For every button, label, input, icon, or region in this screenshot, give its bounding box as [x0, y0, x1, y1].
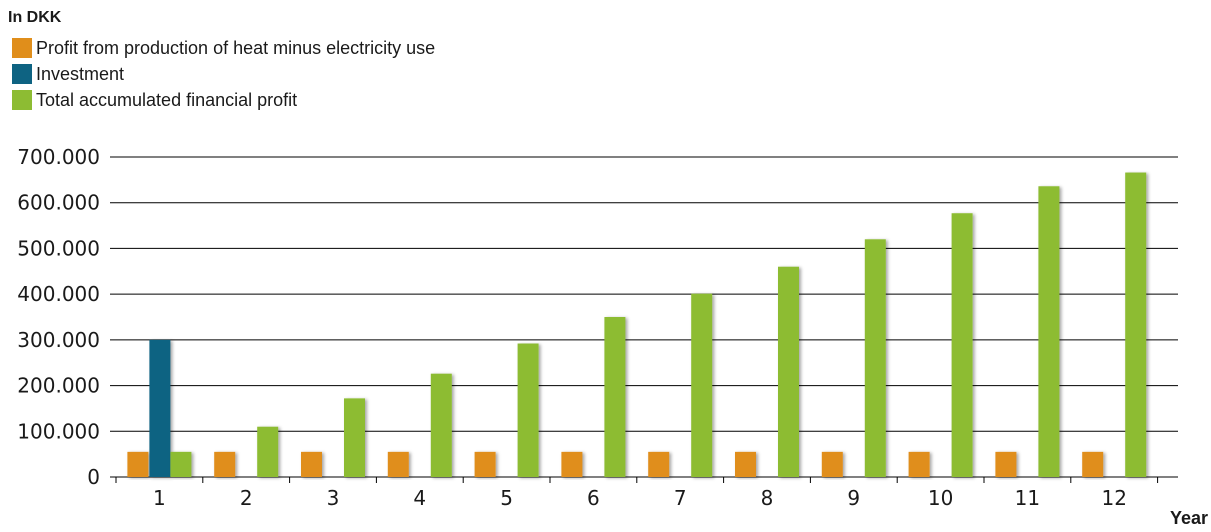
- bar-total-year-12: [1125, 172, 1147, 478]
- legend-item-total: Total accumulated financial profit: [12, 87, 435, 113]
- x-tick-label: 6: [587, 486, 600, 510]
- y-tick-label: 200.000: [17, 374, 100, 398]
- x-tick-label: 7: [674, 486, 687, 510]
- legend-item-profit: Profit from production of heat minus ele…: [12, 35, 435, 61]
- bar-total-year-11: [1038, 186, 1060, 477]
- bar-profit-year-5: [474, 451, 496, 477]
- legend-label-total: Total accumulated financial profit: [36, 89, 298, 110]
- y-tick-label: 0: [87, 465, 100, 489]
- bars: [127, 172, 1147, 478]
- x-tick-label: 10: [928, 486, 953, 510]
- legend-label-profit: Profit from production of heat minus ele…: [36, 37, 436, 58]
- x-tick-label: 1: [153, 486, 166, 510]
- x-tick-label: 5: [500, 486, 513, 510]
- x-tick-label: 8: [761, 486, 774, 510]
- bar-profit-year-10: [908, 451, 930, 477]
- y-tick-label: 600.000: [17, 191, 100, 215]
- y-tick-label: 700.000: [17, 145, 100, 169]
- x-axis: 1 2 3 4 5 6 7 8 9 10 11 12: [115, 477, 1159, 510]
- y-tick-label: 500.000: [17, 236, 100, 260]
- bar-profit-year-6: [561, 451, 583, 477]
- x-tick-label: 11: [1015, 486, 1040, 510]
- x-tick-label: 2: [240, 486, 253, 510]
- x-tick-label: 4: [413, 486, 426, 510]
- y-tick-label: 300.000: [17, 328, 100, 352]
- legend-swatch-investment: [12, 64, 32, 84]
- bar-total-year-6: [604, 317, 626, 477]
- bar-profit-year-7: [648, 451, 670, 477]
- unit-label: In DKK: [8, 9, 62, 26]
- x-axis-label: Year: [1170, 508, 1208, 528]
- y-tick-label: 100.000: [17, 419, 100, 443]
- legend-label-investment: Investment: [36, 63, 125, 84]
- legend: Profit from production of heat minus ele…: [12, 35, 435, 113]
- bar-profit-year-12: [1082, 451, 1104, 477]
- bar-total-year-3: [344, 398, 365, 477]
- bar-total-year-1: [170, 451, 192, 477]
- bar-profit-year-4: [387, 451, 409, 477]
- bar-total-year-9: [864, 239, 886, 477]
- legend-item-investment: Investment: [12, 61, 435, 87]
- bar-profit-year-2: [214, 451, 236, 477]
- legend-swatch-profit: [12, 38, 32, 58]
- y-tick-label: 400.000: [17, 282, 100, 306]
- bar-profit-year-11: [995, 451, 1017, 477]
- bar-total-year-4: [430, 373, 452, 477]
- x-tick-label: 12: [1101, 486, 1126, 510]
- bar-total-year-7: [691, 293, 713, 477]
- x-tick-label: 3: [327, 486, 340, 510]
- bar-profit-year-3: [301, 451, 322, 477]
- bar-profit-year-1: [127, 451, 149, 477]
- bar-total-year-5: [517, 343, 539, 477]
- bar-investment-year-1: [149, 339, 171, 477]
- y-axis-tick-labels: 0 100.000 200.000 300.000 400.000 500.000 600.…: [17, 145, 100, 489]
- x-tick-label: 9: [847, 486, 860, 510]
- legend-swatch-total: [12, 90, 32, 110]
- bar-profit-year-9: [821, 451, 843, 477]
- bar-total-year-10: [951, 213, 973, 477]
- bar-profit-year-8: [735, 451, 756, 477]
- bar-total-year-8: [778, 266, 799, 477]
- bar-total-year-2: [257, 426, 279, 477]
